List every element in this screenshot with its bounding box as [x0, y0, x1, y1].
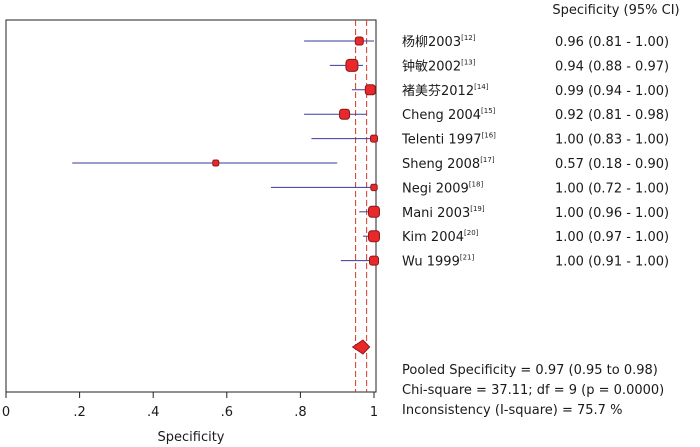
x-axis: 0 .2 .4 .6 .8 1: [2, 392, 378, 420]
x-tick-label: 1: [370, 405, 378, 420]
x-tick-label: 0: [2, 405, 10, 420]
study-marker: [339, 108, 351, 120]
study-marker: [354, 36, 364, 46]
study-label: Negi 2009[18]: [402, 180, 483, 196]
study-label: Cheng 2004[15]: [402, 107, 496, 123]
study-label: Telenti 1997[16]: [401, 132, 496, 148]
reference-lines: [355, 20, 368, 392]
study-label: Wu 1999[21]: [402, 254, 474, 270]
study-ci-text: 1.00 (0.96 - 1.00): [555, 206, 669, 221]
plot-frame: [5, 19, 377, 393]
pooled-diamond: [351, 339, 371, 355]
x-tick-label: .6: [221, 405, 233, 420]
x-tick-label: .4: [147, 405, 159, 420]
study-marker: [345, 58, 359, 72]
study-ci-text: 0.94 (0.88 - 0.97): [555, 59, 669, 74]
study-ci-text: 1.00 (0.91 - 1.00): [555, 255, 669, 270]
study-markers: [212, 36, 380, 266]
study-label: 杨柳2003[12]: [402, 34, 476, 50]
study-marker: [370, 134, 378, 143]
study-ci-text: 0.57 (0.18 - 0.90): [555, 157, 669, 172]
pooled-diamond-group: [351, 339, 371, 355]
summary-stat-line: Chi-square = 37.11; df = 9 (p = 0.0000): [402, 383, 664, 398]
study-ci-texts: 0.96 (0.81 - 1.00) 0.94 (0.88 - 0.97) 0.99…: [555, 35, 669, 270]
column-header: Specificity (95% CI): [552, 3, 679, 18]
study-marker: [364, 84, 376, 96]
study-ci-text: 1.00 (0.83 - 1.00): [555, 133, 669, 148]
study-marker: [368, 205, 380, 218]
study-ci-text: 1.00 (0.97 - 1.00): [555, 230, 669, 245]
summary-stat-line: Pooled Specificity = 0.97 (0.95 to 0.98): [402, 363, 658, 378]
confidence-intervals: [72, 40, 374, 262]
summary-stat-line: Inconsistency (I-square) = 75.7 %: [402, 403, 622, 418]
study-label: 钟敏2002[13]: [402, 58, 476, 74]
study-marker: [370, 183, 378, 192]
study-label: Mani 2003[19]: [402, 205, 485, 221]
study-label: Kim 2004[20]: [402, 229, 479, 245]
x-tick-label: .2: [73, 405, 85, 420]
study-marker: [368, 230, 380, 243]
study-ci-text: 1.00 (0.72 - 1.00): [555, 181, 669, 196]
x-tick-label: .8: [294, 405, 306, 420]
study-ci-text: 0.96 (0.81 - 1.00): [555, 35, 669, 50]
study-marker: [212, 159, 220, 167]
study-marker: [369, 255, 379, 266]
study-labels: 杨柳2003[12] 钟敏2002[13] 褚美芬2012[14] Cheng 200…: [401, 34, 496, 270]
study-ci-text: 0.92 (0.81 - 0.98): [555, 108, 669, 123]
study-label: 褚美芬2012[14]: [402, 83, 489, 99]
study-ci-text: 0.99 (0.94 - 1.00): [555, 84, 669, 99]
summary-stats: Pooled Specificity = 0.97 (0.95 to 0.98)…: [402, 363, 664, 418]
x-axis-label: Specificity: [158, 430, 225, 445]
study-label: Sheng 2008[17]: [402, 156, 495, 172]
